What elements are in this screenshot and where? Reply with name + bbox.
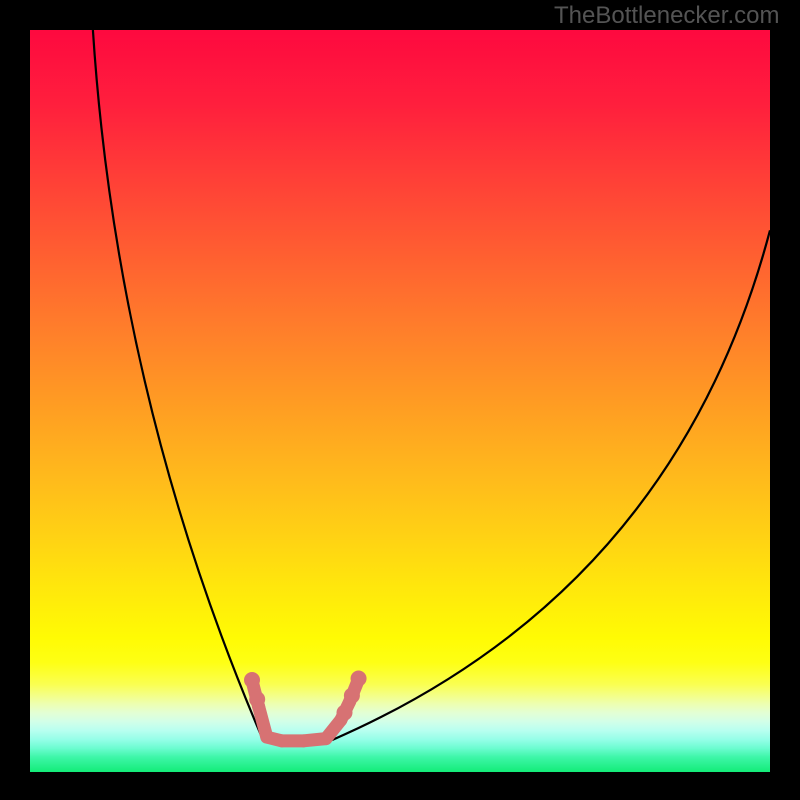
connector-dot <box>337 705 353 721</box>
frame-left <box>0 0 30 800</box>
frame-bottom <box>0 772 800 800</box>
connector-dot <box>244 672 260 688</box>
bottleneck-chart <box>30 30 770 772</box>
chart-background <box>30 30 770 772</box>
frame-right <box>770 0 800 800</box>
connector-dot <box>344 688 360 704</box>
connector-dot <box>351 671 367 687</box>
connector-dot <box>249 691 265 707</box>
watermark-text: TheBottlenecker.com <box>554 2 779 30</box>
